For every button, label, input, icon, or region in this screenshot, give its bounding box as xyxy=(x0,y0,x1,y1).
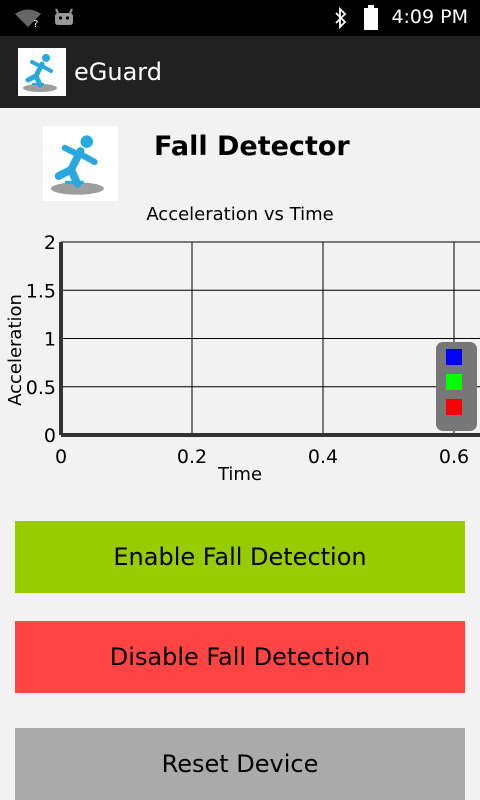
bluetooth-icon xyxy=(335,7,347,29)
falling-person-icon xyxy=(43,126,118,201)
x-tick-label: 0.4 xyxy=(308,446,338,468)
y-tick-label: 1 xyxy=(44,329,56,351)
android-icon xyxy=(55,8,73,25)
y-tick-label: 0 xyxy=(44,425,56,447)
y-tick-label: 1.5 xyxy=(26,280,56,302)
enable-fall-detection-button[interactable]: Enable Fall Detection xyxy=(15,521,465,593)
x-tick-label: 0 xyxy=(55,446,67,468)
svg-text:?: ? xyxy=(33,19,38,28)
wifi-question-icon: ? xyxy=(15,9,41,28)
page-title: Fall Detector xyxy=(154,131,350,162)
y-axis-label: Acceleration xyxy=(5,294,26,406)
legend-swatch xyxy=(446,399,462,415)
status-bar: ? 4:09 PM xyxy=(0,0,480,36)
x-axis-label: Time xyxy=(217,464,262,485)
legend-swatch xyxy=(446,349,462,365)
reset-device-button[interactable]: Reset Device xyxy=(15,728,465,800)
battery-icon xyxy=(364,5,378,30)
chart-title: Acceleration vs Time xyxy=(146,204,334,225)
app-title: eGuard xyxy=(74,58,162,86)
clock: 4:09 PM xyxy=(391,6,468,28)
x-tick-label: 0.2 xyxy=(177,446,207,468)
y-tick-label: 2 xyxy=(44,232,56,254)
app-bar: eGuard xyxy=(0,36,480,108)
falling-person-icon xyxy=(18,48,66,96)
x-tick-label: 0.6 xyxy=(439,446,469,468)
disable-fall-detection-button[interactable]: Disable Fall Detection xyxy=(15,621,465,693)
legend-swatch xyxy=(446,374,462,390)
y-tick-label: 0.5 xyxy=(26,377,56,399)
